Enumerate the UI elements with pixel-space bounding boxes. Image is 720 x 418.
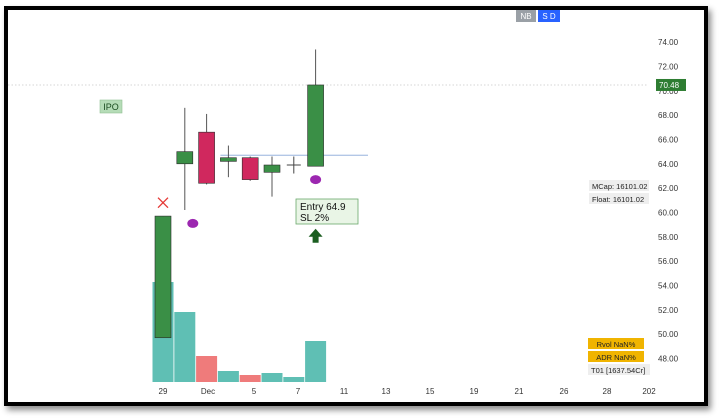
volume-bar-4 bbox=[239, 375, 261, 382]
x-axis[interactable]: 29 Dec 5 7 11 13 15 19 21 26 28 202 bbox=[159, 387, 657, 396]
markers bbox=[157, 175, 323, 243]
last-price-label: 70.48 bbox=[659, 81, 680, 90]
y-tick-label: 54.00 bbox=[658, 281, 679, 290]
mcap-bg bbox=[589, 180, 649, 191]
x-tick-label: 28 bbox=[603, 387, 612, 396]
entry-annotation-line2: SL 2% bbox=[300, 213, 329, 224]
y-tick-label: 70.00 bbox=[658, 87, 679, 96]
y-axis[interactable]: 74.00 72.00 70.00 68.00 66.00 64.00 62.00 60.00… bbox=[656, 38, 686, 363]
x-tick-label: 19 bbox=[470, 387, 479, 396]
top-buttons[interactable]: NB S D bbox=[516, 10, 560, 22]
volume-bars bbox=[152, 282, 327, 382]
adr-bg bbox=[588, 351, 644, 362]
cross-marker bbox=[157, 197, 169, 209]
mcap-label: MCap: 16101.02 bbox=[592, 182, 647, 191]
x-tick-label: 21 bbox=[515, 387, 524, 396]
volume-bar-3 bbox=[217, 371, 239, 382]
signal-dot-2 bbox=[310, 175, 322, 185]
x-tick-label: Dec bbox=[201, 387, 215, 396]
x-tick-label: 5 bbox=[252, 387, 257, 396]
last-price-badge bbox=[656, 78, 686, 91]
entry-annotation-box bbox=[295, 198, 359, 225]
y-tick-label: 66.00 bbox=[658, 135, 679, 144]
x-tick-label: 7 bbox=[296, 387, 301, 396]
y-tick-label: 72.00 bbox=[658, 62, 679, 71]
chart-frame: 74.00 72.00 70.00 68.00 66.00 64.00 62.00 60.00… bbox=[4, 6, 708, 406]
sd-button[interactable]: S D bbox=[542, 12, 556, 21]
y-tick-label: 60.00 bbox=[658, 208, 679, 217]
candle-body-0 bbox=[154, 215, 172, 339]
t01-label: T01 [1637.54Cr] bbox=[591, 366, 645, 375]
y-tick-label: 52.00 bbox=[658, 306, 679, 315]
t01-bg bbox=[588, 364, 650, 375]
buy-arrow-icon bbox=[308, 228, 323, 243]
x-tick-label: 202 bbox=[642, 387, 656, 396]
x-tick-label: 13 bbox=[382, 387, 391, 396]
signal-dot-1 bbox=[187, 218, 199, 228]
x-tick-label: 11 bbox=[340, 387, 349, 396]
candle-body-2 bbox=[198, 131, 215, 184]
candle-body-7 bbox=[307, 84, 324, 167]
volume-bar-2 bbox=[196, 356, 218, 382]
volume-bar-7 bbox=[305, 341, 327, 382]
volume-bar-6 bbox=[283, 377, 305, 382]
y-tick-label: 50.00 bbox=[658, 330, 679, 339]
x-tick-label: 26 bbox=[560, 387, 569, 396]
nb-button-bg[interactable] bbox=[516, 10, 536, 22]
ipo-label-bg bbox=[99, 99, 123, 114]
candles bbox=[154, 49, 324, 339]
y-tick-label: 48.00 bbox=[658, 354, 679, 363]
volume-bar-5 bbox=[261, 373, 283, 382]
x-tick-label: 15 bbox=[426, 387, 435, 396]
candle-body-3 bbox=[220, 157, 237, 162]
y-tick-label: 68.00 bbox=[658, 111, 679, 120]
adr-label: ADR NaN% bbox=[596, 353, 636, 362]
y-tick-label: 74.00 bbox=[658, 38, 679, 47]
y-tick-label: 64.00 bbox=[658, 160, 679, 169]
float-bg bbox=[589, 193, 649, 204]
candlestick-chart[interactable]: 74.00 72.00 70.00 68.00 66.00 64.00 62.00 60.00… bbox=[8, 10, 712, 410]
y-tick-label: 62.00 bbox=[658, 184, 679, 193]
x-tick-label: 29 bbox=[159, 387, 168, 396]
y-tick-label: 56.00 bbox=[658, 257, 679, 266]
candle-body-4 bbox=[241, 157, 259, 180]
volume-bar-1 bbox=[174, 312, 196, 382]
sd-button-bg[interactable] bbox=[538, 10, 560, 22]
ipo-label: IPO bbox=[103, 102, 119, 112]
rvol-bg bbox=[588, 338, 644, 349]
entry-annotation-line1: Entry 64.9 bbox=[300, 202, 346, 213]
nb-button[interactable]: NB bbox=[520, 12, 531, 21]
rvol-label: Rvol NaN% bbox=[597, 340, 636, 349]
y-tick-label: 58.00 bbox=[658, 233, 679, 242]
candle-body-5 bbox=[263, 164, 281, 173]
candle-body-1 bbox=[176, 151, 194, 165]
float-label: Float: 16101.02 bbox=[592, 195, 644, 204]
